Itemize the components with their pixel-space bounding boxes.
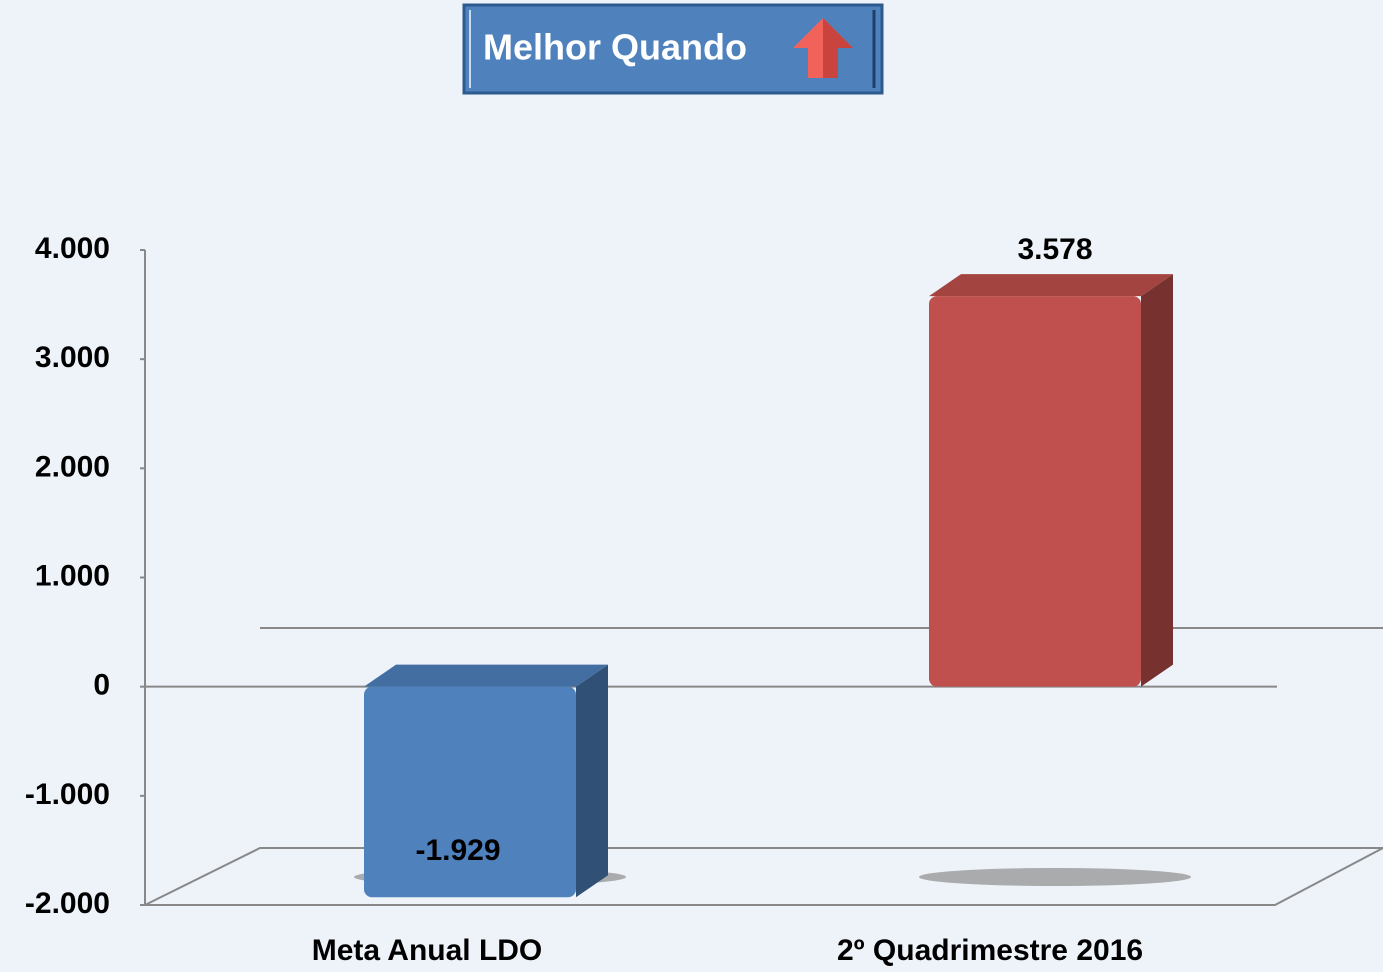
- bar: [929, 296, 1141, 687]
- y-tick-label: 4.000: [35, 232, 110, 265]
- y-tick-label: -1.000: [25, 778, 110, 811]
- y-tick-label: 1.000: [35, 559, 110, 592]
- y-tick-label: 2.000: [35, 450, 110, 483]
- bar: [364, 686, 576, 898]
- y-tick-label: -2.000: [25, 887, 110, 920]
- x-tick-label: Meta Anual LDO: [312, 934, 543, 967]
- bar-top: [929, 274, 1173, 297]
- up-arrow-shade: [823, 18, 853, 78]
- floor-front: [145, 847, 1383, 906]
- bar-top: [364, 664, 608, 687]
- floor-back: [144, 847, 1383, 906]
- y-tick-label: 0: [93, 669, 110, 702]
- bar-shadow: [919, 868, 1191, 886]
- bar-side: [576, 664, 608, 898]
- badge-text: Melhor Quando: [483, 27, 747, 68]
- data-label: 3.578: [1017, 233, 1092, 266]
- badge: Melhor Quando: [462, 3, 884, 95]
- bar-side: [1141, 274, 1173, 687]
- data-label: -1.929: [415, 834, 500, 867]
- y-tick-label: 3.000: [35, 341, 110, 374]
- x-tick-label: 2º Quadrimestre 2016: [837, 934, 1143, 967]
